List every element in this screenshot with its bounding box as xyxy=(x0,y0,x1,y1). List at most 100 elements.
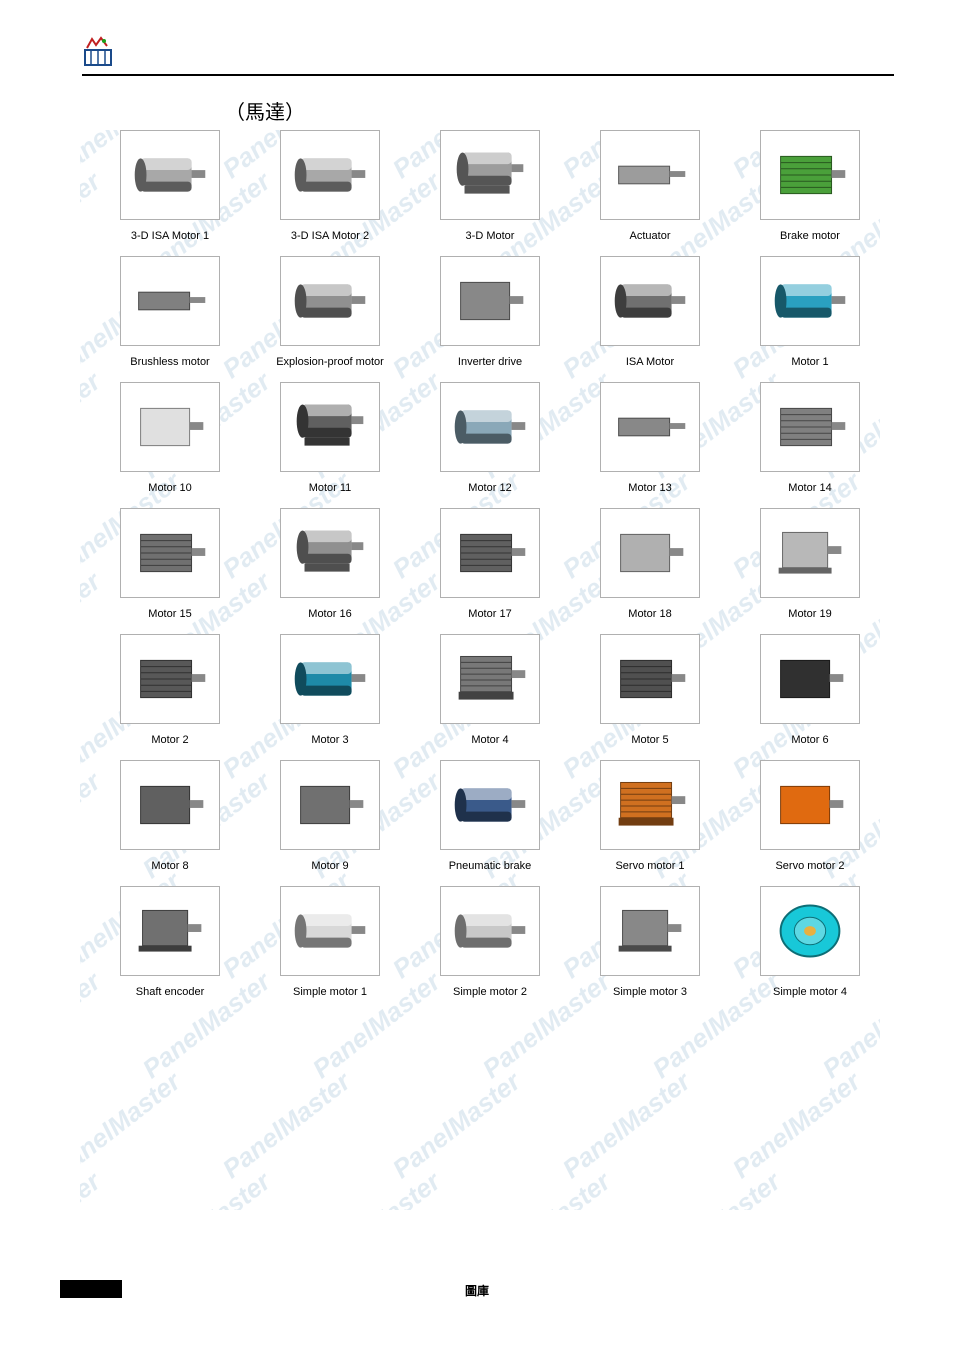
library-caption: Motor 16 xyxy=(308,608,351,620)
library-thumb xyxy=(120,256,220,346)
library-caption: Motor 2 xyxy=(151,734,188,746)
library-thumb xyxy=(120,382,220,472)
library-thumb xyxy=(280,886,380,976)
library-item[interactable]: Motor 17 xyxy=(415,508,565,620)
library-thumb xyxy=(760,256,860,346)
library-thumb xyxy=(440,382,540,472)
library-thumb xyxy=(600,130,700,220)
library-item[interactable]: Motor 15 xyxy=(95,508,245,620)
library-item[interactable]: Motor 18 xyxy=(575,508,725,620)
library-item[interactable]: Explosion-proof motor xyxy=(255,256,405,368)
library-item[interactable]: Simple motor 4 xyxy=(735,886,885,998)
library-caption: Motor 19 xyxy=(788,608,831,620)
library-caption: Servo motor 1 xyxy=(615,860,684,872)
library-thumb xyxy=(280,760,380,850)
library-item[interactable]: Motor 10 xyxy=(95,382,245,494)
library-thumb xyxy=(280,256,380,346)
page-header xyxy=(0,30,954,80)
library-thumb xyxy=(600,256,700,346)
header-rule xyxy=(82,74,894,76)
library-item[interactable]: Simple motor 3 xyxy=(575,886,725,998)
library-item[interactable]: 3-D ISA Motor 1 xyxy=(95,130,245,242)
library-caption: Motor 9 xyxy=(311,860,348,872)
footer-label: 圖庫 xyxy=(60,1282,894,1299)
library-caption: Motor 18 xyxy=(628,608,671,620)
library-caption: Motor 14 xyxy=(788,482,831,494)
library-grid: 3-D ISA Motor 1 3-D ISA Motor 2 3-D MotorA… xyxy=(95,130,885,998)
library-thumb xyxy=(440,256,540,346)
library-caption: Pneumatic brake xyxy=(449,860,532,872)
library-item[interactable]: Shaft encoder xyxy=(95,886,245,998)
library-thumb xyxy=(600,634,700,724)
library-caption: Motor 10 xyxy=(148,482,191,494)
library-item[interactable]: ISA Motor xyxy=(575,256,725,368)
library-caption: Simple motor 2 xyxy=(453,986,527,998)
library-thumb xyxy=(280,508,380,598)
library-thumb xyxy=(440,508,540,598)
library-caption: Motor 12 xyxy=(468,482,511,494)
library-thumb xyxy=(760,382,860,472)
library-thumb xyxy=(440,760,540,850)
library-item[interactable]: Servo motor 2 xyxy=(735,760,885,872)
library-item[interactable]: Simple motor 1 xyxy=(255,886,405,998)
library-caption: Inverter drive xyxy=(458,356,522,368)
library-icon xyxy=(82,36,114,68)
library-item[interactable]: Motor 9 xyxy=(255,760,405,872)
library-item[interactable]: Motor 4 xyxy=(415,634,565,746)
library-item[interactable]: Motor 13 xyxy=(575,382,725,494)
library-item[interactable]: Motor 16 xyxy=(255,508,405,620)
library-item[interactable]: Pneumatic brake xyxy=(415,760,565,872)
library-item[interactable]: Motor 12 xyxy=(415,382,565,494)
library-item[interactable]: Motor 8 xyxy=(95,760,245,872)
library-item[interactable]: Motor 2 xyxy=(95,634,245,746)
library-caption: Simple motor 4 xyxy=(773,986,847,998)
library-thumb xyxy=(280,634,380,724)
library-item[interactable]: Actuator xyxy=(575,130,725,242)
library-thumb xyxy=(600,760,700,850)
library-caption: Brake motor xyxy=(780,230,840,242)
library-item[interactable]: Motor 3 xyxy=(255,634,405,746)
library-item[interactable]: Motor 14 xyxy=(735,382,885,494)
library-caption: Motor 4 xyxy=(471,734,508,746)
library-thumb xyxy=(440,634,540,724)
library-caption: Explosion-proof motor xyxy=(276,356,384,368)
library-thumb xyxy=(120,886,220,976)
library-caption: Shaft encoder xyxy=(136,986,205,998)
library-item[interactable]: Motor 6 xyxy=(735,634,885,746)
library-thumb xyxy=(760,760,860,850)
library-thumb xyxy=(760,634,860,724)
library-caption: Motor 6 xyxy=(791,734,828,746)
library-thumb xyxy=(600,886,700,976)
library-caption: Motor 3 xyxy=(311,734,348,746)
category-title: （馬達） xyxy=(225,96,305,125)
library-item[interactable]: 3-D Motor xyxy=(415,130,565,242)
library-item[interactable]: Motor 11 xyxy=(255,382,405,494)
library-item[interactable]: 3-D ISA Motor 2 xyxy=(255,130,405,242)
library-thumb xyxy=(760,130,860,220)
library-thumb xyxy=(600,382,700,472)
library-caption: Motor 5 xyxy=(631,734,668,746)
library-thumb xyxy=(120,634,220,724)
library-caption: Motor 1 xyxy=(791,356,828,368)
library-caption: 3-D ISA Motor 1 xyxy=(131,230,209,242)
library-item[interactable]: Brushless motor xyxy=(95,256,245,368)
library-thumb xyxy=(760,886,860,976)
library-item[interactable]: Servo motor 1 xyxy=(575,760,725,872)
library-item[interactable]: Motor 19 xyxy=(735,508,885,620)
library-caption: Motor 15 xyxy=(148,608,191,620)
library-caption: Motor 17 xyxy=(468,608,511,620)
library-item[interactable]: Brake motor xyxy=(735,130,885,242)
library-item[interactable]: Inverter drive xyxy=(415,256,565,368)
page-root: （馬達） PanelMasterPanelMasterPanelMasterPa… xyxy=(0,0,954,1350)
library-caption: ISA Motor xyxy=(626,356,674,368)
page-footer: 圖庫 xyxy=(60,1280,894,1300)
library-thumb xyxy=(280,382,380,472)
library-item[interactable]: Simple motor 2 xyxy=(415,886,565,998)
library-item[interactable]: Motor 5 xyxy=(575,634,725,746)
library-caption: 3-D ISA Motor 2 xyxy=(291,230,369,242)
library-thumb xyxy=(120,130,220,220)
library-caption: Motor 8 xyxy=(151,860,188,872)
library-thumb xyxy=(600,508,700,598)
library-caption: Simple motor 1 xyxy=(293,986,367,998)
library-item[interactable]: Motor 1 xyxy=(735,256,885,368)
